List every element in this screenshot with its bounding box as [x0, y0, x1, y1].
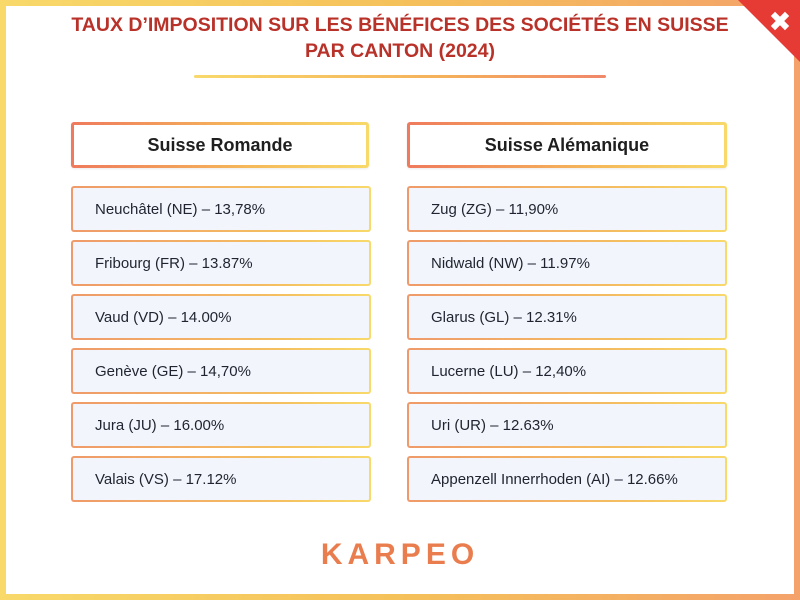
column-suisse-romande: Suisse Romande Neuchâtel (NE) – 13,78% F…	[71, 122, 371, 510]
column-suisse-alemanique: Suisse Alémanique Zug (ZG) – 11,90% Nidw…	[407, 122, 727, 510]
canton-row-lu: Lucerne (LU) – 12,40%	[407, 348, 727, 394]
canton-row-zg: Zug (ZG) – 11,90%	[407, 186, 727, 232]
canton-row-vd: Vaud (VD) – 14.00%	[71, 294, 371, 340]
canton-row-fr: Fribourg (FR) – 13.87%	[71, 240, 371, 286]
rows-romande: Neuchâtel (NE) – 13,78% Fribourg (FR) – …	[71, 186, 371, 502]
title-underline	[194, 75, 606, 78]
page-title: TAUX D’IMPOSITION SUR LES BÉNÉFICES DES …	[40, 12, 760, 64]
rows-alemanique: Zug (ZG) – 11,90% Nidwald (NW) – 11.97% …	[407, 186, 727, 502]
page-title-line-2: PAR CANTON (2024)	[305, 40, 495, 62]
column-header-alemanique: Suisse Alémanique	[407, 122, 727, 168]
page-title-line-1: TAUX D’IMPOSITION SUR LES BÉNÉFICES DES …	[71, 14, 729, 36]
canton-row-vs: Valais (VS) – 17.12%	[71, 456, 371, 502]
canton-row-gl: Glarus (GL) – 12.31%	[407, 294, 727, 340]
canton-row-ju: Jura (JU) – 16.00%	[71, 402, 371, 448]
canton-row-nw: Nidwald (NW) – 11.97%	[407, 240, 727, 286]
column-header-romande: Suisse Romande	[71, 122, 369, 168]
canton-row-ne: Neuchâtel (NE) – 13,78%	[71, 186, 371, 232]
canton-row-ur: Uri (UR) – 12.63%	[407, 402, 727, 448]
canton-row-ge: Genève (GE) – 14,70%	[71, 348, 371, 394]
canton-row-ai: Appenzell Innerrhoden (AI) – 12.66%	[407, 456, 727, 502]
karpeo-logo: KARPEO	[320, 538, 480, 571]
swiss-flag-icon	[769, 10, 791, 32]
